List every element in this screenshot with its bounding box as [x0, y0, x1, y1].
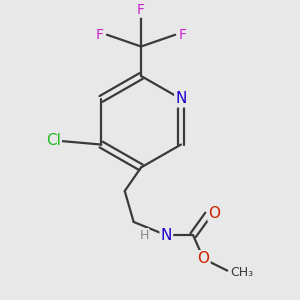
Text: N: N [175, 92, 187, 106]
Text: O: O [197, 251, 209, 266]
Text: CH₃: CH₃ [230, 266, 254, 279]
Text: H: H [140, 229, 149, 242]
Text: F: F [179, 28, 187, 42]
Text: F: F [137, 3, 145, 17]
Text: O: O [208, 206, 220, 220]
Text: Cl: Cl [46, 134, 61, 148]
Text: N: N [161, 228, 172, 243]
Text: F: F [95, 28, 104, 42]
